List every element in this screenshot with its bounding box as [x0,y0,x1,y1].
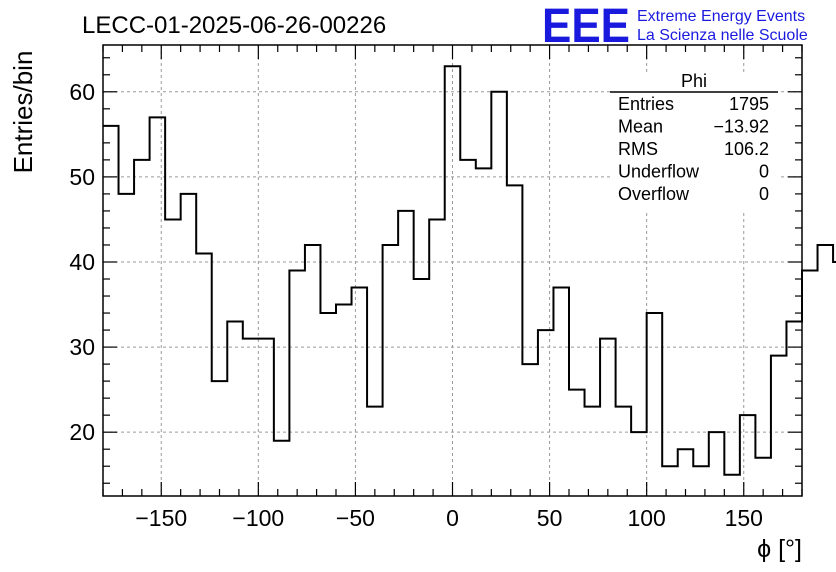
histogram-bin [258,339,274,496]
histogram-bin [631,432,647,496]
histogram-bin [103,126,119,496]
histogram-bin [227,322,243,496]
histogram-bin [165,219,181,496]
histogram-bin [507,185,523,496]
histogram-bin [196,253,212,496]
histogram-bin [181,194,197,496]
eee-logo: EEE Extreme Energy Events La Scienza nel… [542,0,808,53]
y-tick-labels: 20 30 40 50 60 [69,79,95,445]
histogram-bin [414,279,430,496]
eee-logo-line1: Extreme Energy Events [637,8,805,25]
stats-label: Underflow [618,162,700,182]
histogram-bin [616,407,632,496]
histogram-bin [398,211,414,496]
stats-box-rows: Entries 1795 Mean −13.92 RMS 106.2 Underflow 0 O… [618,94,769,204]
histogram-bin [585,407,601,496]
histogram-bin [600,339,616,496]
histogram-bin [538,330,554,496]
y-axis-label: Entries/bin [8,51,38,174]
y-tick-label: 50 [69,164,95,190]
histogram-bin [522,364,538,496]
y-tick-label: 40 [69,249,95,275]
x-tick-label: 0 [446,505,459,531]
stats-value: 106.2 [724,139,769,159]
histogram-bin [429,219,445,496]
stats-value: 0 [759,184,769,204]
x-tick-label: 150 [725,505,763,531]
x-tick-label: −150 [135,505,187,531]
histogram-bin [724,475,740,496]
histogram-bin [460,160,476,496]
histogram-bin [367,407,383,496]
x-tick-labels: −150 −100 −50 0 50 100 150 [135,505,763,531]
stats-label: Overflow [618,184,690,204]
stats-box: Phi Entries 1795 Mean −13.92 RMS 106.2 Underfl… [610,71,778,210]
stats-label: Entries [618,94,674,114]
histogram-bin [289,271,305,497]
plot-frame [102,44,803,497]
eee-logo-line2: La Scienza nelle Scuole [637,27,808,44]
histogram-bin [740,415,756,496]
histogram-bin [786,322,802,496]
histogram-bin [678,449,694,496]
run-title: LECC-01-2025-06-26-00226 [82,12,386,39]
histogram-bin [491,92,507,496]
stats-label: RMS [618,139,658,159]
histogram-bin [212,381,228,496]
x-tick-label: 50 [537,505,563,531]
histogram-bin [569,390,585,496]
stats-value: 0 [759,162,769,182]
x-tick-label: −50 [336,505,375,531]
stats-box-background [610,72,778,210]
histogram-bin [352,288,368,496]
histogram-bin [150,117,166,496]
histogram-bin [771,356,787,496]
histogram-bin [553,288,569,496]
axis-ticks [102,45,803,496]
histogram-bin [802,271,818,497]
histogram-bin [305,245,321,496]
y-tick-label: 60 [69,79,95,105]
histogram-bin [662,466,678,496]
histogram-bin [134,160,150,496]
y-tick-label: 30 [69,334,95,360]
eee-logo-text: EEE [542,0,630,53]
histogram-bin [818,245,834,496]
stats-box-title: Phi [681,71,707,91]
histogram-bin [320,313,336,496]
stats-value: 1795 [729,94,769,114]
histogram-bins [103,65,836,497]
histogram-bin [274,441,290,496]
x-tick-label: 100 [627,505,665,531]
y-tick-label: 20 [69,419,95,445]
histogram-bin [755,458,771,496]
grid-lines [103,45,802,496]
stats-value: −13.92 [713,117,769,137]
histogram-bin [243,339,259,496]
stats-label: Mean [618,117,663,137]
histogram-bin [119,194,135,496]
histogram-bin [693,466,709,496]
x-tick-label: −100 [232,505,284,531]
histogram-bin [336,305,352,496]
histogram-bin [709,432,725,496]
histogram-bin [647,313,663,496]
histogram-step-line [103,65,836,476]
histogram-bin [445,66,461,496]
histogram-bin [476,168,492,496]
histogram-bin [383,245,399,496]
x-axis-label: ϕ [°] [757,535,802,563]
